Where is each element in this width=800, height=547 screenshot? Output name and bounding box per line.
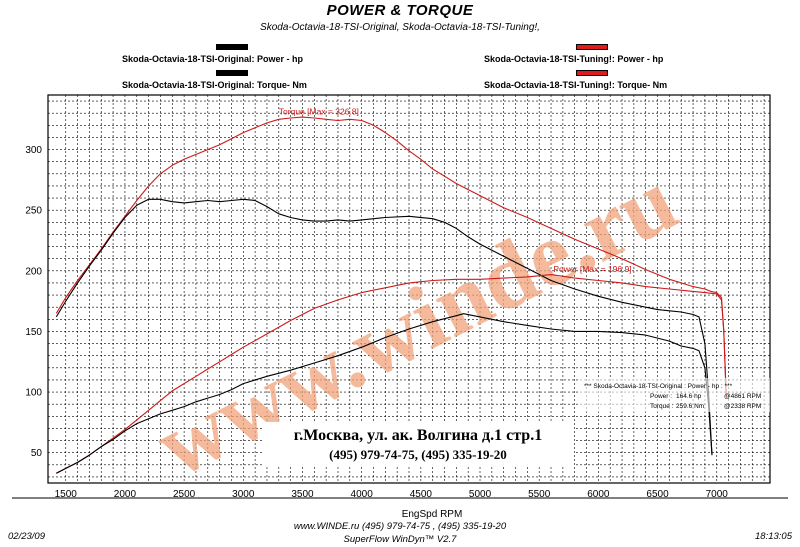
chart-subtitle: Skoda-Octavia-18-TSI-Original, Skoda-Oct… (260, 22, 540, 33)
footer-date: 02/23/09 (8, 531, 45, 542)
torque-max-annotation: Torque [Max = 326.8] (279, 106, 359, 116)
series-line-skoda-octavia-18-tsi-tuning-power (56, 274, 727, 474)
y-tick-label: 250 (25, 206, 42, 217)
legend-swatch-tuning-torque (576, 70, 608, 76)
x-tick-label: 5500 (528, 489, 551, 500)
legend-swatch-original-power (216, 44, 248, 50)
x-axis-label: EngSpd RPM (402, 509, 463, 520)
max-power-label: Power : (650, 393, 672, 400)
legend-tuning-torque: Skoda-Octavia-18-TSI-Tuning!: Torque- Nm (484, 80, 668, 90)
max-torque-label: Torque : (650, 403, 674, 410)
legend-tuning-power: Skoda-Octavia-18-TSI-Tuning!: Power - hp (484, 54, 664, 64)
power-max-annotation: Power [Max = 196.9] (553, 264, 631, 274)
plot-frame (47, 94, 771, 484)
max-torque-value: 259.6 Nm (676, 403, 704, 410)
footer-software: SuperFlow WinDyn™ V2.7 (343, 534, 457, 545)
max-power-value: 164.6 hp (676, 393, 702, 400)
chart-title: POWER & TORQUE (326, 2, 474, 19)
address-background (262, 422, 574, 466)
axis-ticks: 1500 2000 2500 3000 3500 4000 4500 5000 5500 6000… (25, 145, 728, 500)
series-lines (55, 116, 727, 474)
x-tick-label: 6500 (646, 489, 669, 500)
y-tick-label: 150 (25, 327, 42, 338)
legend-swatch-tuning-power (576, 44, 608, 50)
footer-time: 18:13:05 (755, 531, 792, 542)
max-values-box: *** Skoda-Octavia-18-TSI-Original : Powe… (578, 378, 770, 412)
x-tick-label: 3500 (291, 489, 314, 500)
series-line-skoda-octavia-18-tsi-original-torque (55, 198, 713, 456)
legend-original-power: Skoda-Octavia-18-TSI-Original: Power - h… (122, 54, 304, 64)
x-tick-label: 3000 (232, 489, 255, 500)
address-box: г.Москва, ул. ак. Волгина д.1 стр.1 (495… (262, 422, 574, 466)
x-tick-label: 4000 (351, 489, 374, 500)
x-tick-label: 6000 (587, 489, 610, 500)
y-tick-label: 200 (25, 266, 42, 277)
x-tick-label: 4500 (410, 489, 433, 500)
legend-swatch-original-torque (216, 70, 248, 76)
y-tick-label: 100 (25, 388, 42, 399)
x-tick-label: 2500 (173, 489, 196, 500)
legend-original-torque: Skoda-Octavia-18-TSI-Original: Torque- N… (122, 80, 307, 90)
address-line-2: (495) 979-74-75, (495) 335-19-20 (329, 447, 507, 462)
address-line-1: г.Москва, ул. ак. Волгина д.1 стр.1 (294, 427, 542, 444)
x-tick-label: 1500 (55, 489, 78, 500)
series-line-skoda-octavia-18-tsi-original-power (56, 313, 713, 474)
max-values-title: *** Skoda-Octavia-18-TSI-Original : Powe… (584, 383, 733, 390)
max-values-background (578, 378, 770, 412)
x-tick-label: 5000 (469, 489, 492, 500)
footer-contact: www.WINDE.ru (495) 979-74-75 , (495) 335… (293, 521, 507, 532)
max-torque-rpm: @2338 RPM (724, 403, 761, 410)
chart-grid (48, 95, 770, 483)
x-tick-label: 2000 (114, 489, 137, 500)
series-line-skoda-octavia-18-tsi-tuning-torque (55, 116, 727, 397)
y-tick-label: 50 (31, 448, 43, 459)
max-power-rpm: @4861 RPM (724, 393, 761, 400)
y-tick-label: 300 (25, 145, 42, 156)
x-tick-label: 7000 (706, 489, 729, 500)
